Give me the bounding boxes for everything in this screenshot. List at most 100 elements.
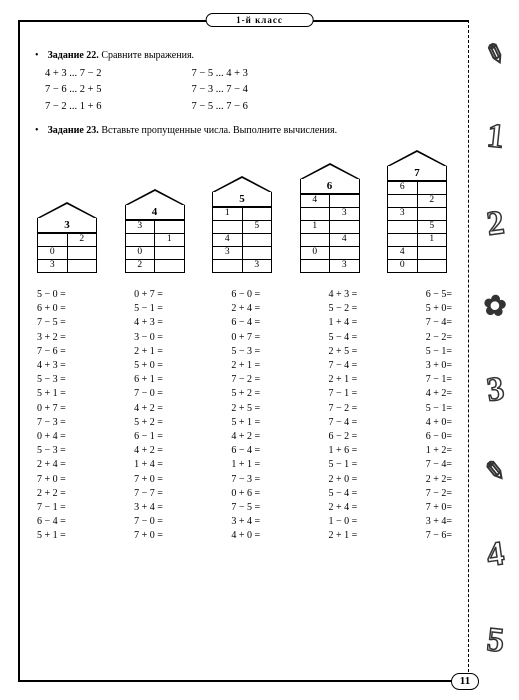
house-table: 3102 xyxy=(125,220,185,273)
house-cell xyxy=(417,260,447,273)
house-cell xyxy=(417,208,447,221)
equation: 2 + 5 = xyxy=(231,403,260,414)
equation: 7 + 0= xyxy=(426,502,452,513)
equation: 6 − 2 = xyxy=(329,431,358,442)
equation-column: 4 + 3 =5 − 2 =1 + 4 =5 − 4 =2 + 5 =7 − 4… xyxy=(329,289,358,544)
equation: 5 − 4 = xyxy=(329,488,358,499)
deco-item: 5 xyxy=(485,623,505,659)
house-cell xyxy=(242,234,272,247)
equation: 3 + 2 = xyxy=(37,332,66,343)
compare-item: 7 − 5 ... 7 − 6 xyxy=(191,99,247,115)
house-cell: 6 xyxy=(388,182,418,195)
equation: 2 + 1 = xyxy=(329,374,358,385)
equation: 7 − 6= xyxy=(426,530,452,541)
house-cell: 3 xyxy=(330,260,360,273)
equation: 6 − 0 = xyxy=(231,289,260,300)
equation: 2 + 4 = xyxy=(329,502,358,513)
house-number: 7 xyxy=(387,166,447,181)
equation: 7 + 0 = xyxy=(37,474,66,485)
equation: 3 − 0 = xyxy=(134,332,163,343)
equation: 5 − 3 = xyxy=(37,445,66,456)
house-cell xyxy=(388,195,418,208)
equation: 6 − 1 = xyxy=(134,431,163,442)
equation: 0 + 7 = xyxy=(134,289,163,300)
page: 1-й класс • Задание 22. Сравните выражен… xyxy=(0,0,519,700)
house-cell xyxy=(330,221,360,234)
equation: 1 + 4 = xyxy=(329,317,358,328)
equation: 4 + 3 = xyxy=(329,289,358,300)
equation: 5 + 1 = xyxy=(37,388,66,399)
equation: 3 + 0= xyxy=(426,360,452,371)
equation-column: 6 − 5=5 + 0=7 − 4=2 − 2=5 − 1=3 + 0=7 − … xyxy=(426,289,452,544)
house-cell: 4 xyxy=(388,247,418,260)
deco-item: ✎ xyxy=(483,458,507,486)
equation: 4 + 0= xyxy=(426,417,452,428)
equation: 4 + 2= xyxy=(426,388,452,399)
house-cell: 5 xyxy=(417,221,447,234)
equation: 7 − 5 = xyxy=(231,502,260,513)
equation: 6 + 0 = xyxy=(37,303,66,314)
equation: 1 − 0 = xyxy=(329,516,358,527)
content: • Задание 22. Сравните выражения. 4 + 3 … xyxy=(35,30,459,544)
house-cell: 2 xyxy=(67,234,97,247)
equation: 5 − 4 = xyxy=(329,332,358,343)
house-cell xyxy=(330,247,360,260)
house-number: 5 xyxy=(212,192,272,207)
house: 43102 xyxy=(125,189,185,273)
equation: 3 + 4= xyxy=(426,516,452,527)
house-cell xyxy=(155,221,185,234)
equation: 5 − 1= xyxy=(426,403,452,414)
house-cell: 0 xyxy=(388,260,418,273)
compare-item: 7 − 6 ... 2 + 5 xyxy=(45,82,101,98)
equation: 7 − 4= xyxy=(426,459,452,470)
equation: 7 − 2= xyxy=(426,488,452,499)
equation: 2 + 1 = xyxy=(134,346,163,357)
house-cell: 4 xyxy=(330,234,360,247)
house-cell: 0 xyxy=(38,247,68,260)
deco-item: 1 xyxy=(485,120,505,156)
roof-icon xyxy=(387,150,447,166)
equation: 6 + 1 = xyxy=(134,374,163,385)
house-cell xyxy=(155,260,185,273)
equation: 5 − 1 = xyxy=(134,303,163,314)
house-cell: 3 xyxy=(38,260,68,273)
house-cell: 3 xyxy=(213,247,243,260)
house-table: 431403 xyxy=(300,194,360,273)
house-cell xyxy=(155,247,185,260)
house-cell xyxy=(38,234,68,247)
equation: 7 − 4 = xyxy=(329,417,358,428)
task23-title: • Задание 23. Вставьте пропущенные числа… xyxy=(35,125,459,136)
house-cell xyxy=(300,260,330,273)
house-cell: 1 xyxy=(213,208,243,221)
equation-column: 0 + 7 =5 − 1 =4 + 3 =3 − 0 =2 + 1 =5 + 0… xyxy=(134,289,163,544)
task23-label: Задание 23. xyxy=(48,125,99,136)
equation: 4 + 0 = xyxy=(231,530,260,541)
house-cell: 2 xyxy=(417,195,447,208)
house-cell: 3 xyxy=(330,208,360,221)
equation: 3 + 4 = xyxy=(231,516,260,527)
equation: 4 + 2 = xyxy=(134,403,163,414)
task22-text: Сравните выражения. xyxy=(101,50,194,61)
border-right xyxy=(468,20,469,682)
border-bottom xyxy=(18,680,469,682)
roof-icon xyxy=(37,202,97,218)
compare-item: 7 − 3 ... 7 − 4 xyxy=(191,82,247,98)
roof-icon xyxy=(300,163,360,179)
header-pill: 1-й класс xyxy=(205,13,314,27)
equation: 2 + 2 = xyxy=(37,488,66,499)
equation: 5 − 1 = xyxy=(329,459,358,470)
equation: 7 − 5 = xyxy=(37,317,66,328)
house: 76235140 xyxy=(387,150,447,273)
equation: 6 − 4 = xyxy=(231,317,260,328)
house-cell: 3 xyxy=(242,260,272,273)
roof-icon xyxy=(212,176,272,192)
equation: 2 + 1 = xyxy=(329,530,358,541)
equation: 4 + 3 = xyxy=(37,360,66,371)
equation: 7 − 2 = xyxy=(231,374,260,385)
equation: 0 + 6 = xyxy=(231,488,260,499)
equation-column: 5 − 0 =6 + 0 =7 − 5 =3 + 2 =7 − 6 =4 + 3… xyxy=(37,289,66,544)
house-cell xyxy=(213,221,243,234)
equation: 1 + 2= xyxy=(426,445,452,456)
equation: 7 − 1 = xyxy=(37,502,66,513)
task22-label: Задание 22. xyxy=(48,50,99,61)
